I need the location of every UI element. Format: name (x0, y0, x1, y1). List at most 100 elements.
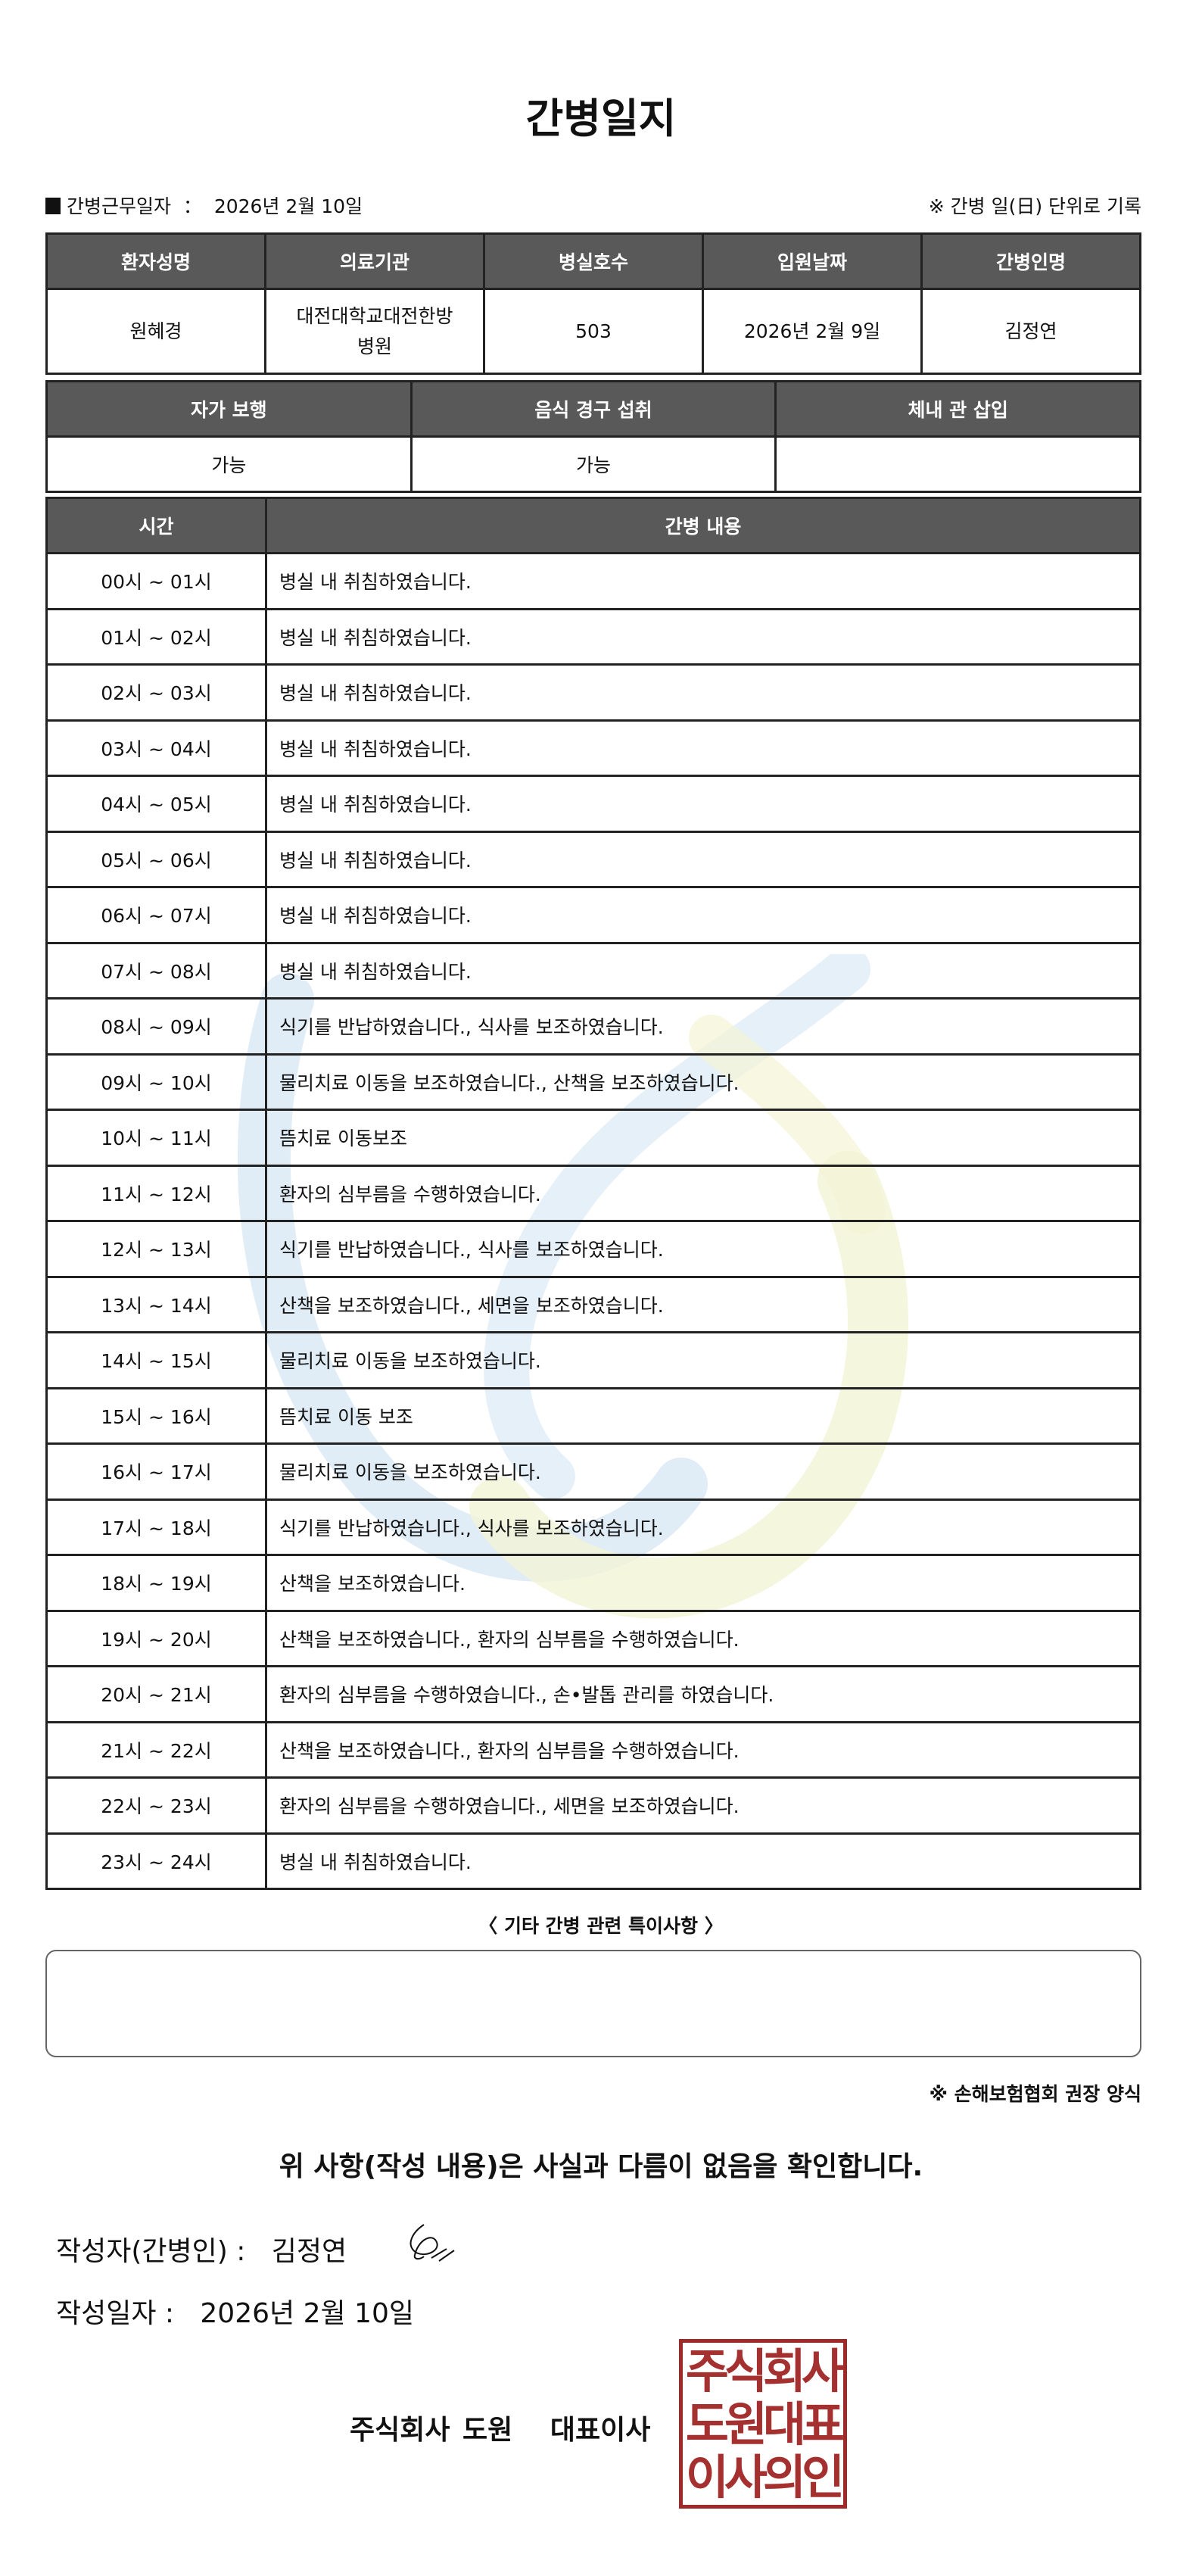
table-row: 04시 ~ 05시 병실 내 취침하였습니다. (45, 775, 1141, 833)
written-date-value: 2026년 2월 10일 (200, 2298, 414, 2329)
time-cell: 07시 ~ 08시 (45, 941, 267, 1000)
time-cell: 16시 ~ 17시 (45, 1442, 267, 1501)
time-cell: 18시 ~ 19시 (45, 1554, 267, 1612)
patient-info-table: 환자성명 의료기관 병실호수 입원날짜 간병인명 원혜경 대전대학교대전한방병원… (45, 232, 1141, 375)
header-content: 간병 내용 (265, 497, 1141, 554)
header-time: 시간 (45, 497, 267, 554)
content-cell: 환자의 심부름을 수행하였습니다. (265, 1164, 1141, 1222)
recommend-note: ※ 손해보험협회 권장 양식 (929, 2083, 1141, 2105)
hospital: 대전대학교대전한방병원 (264, 288, 485, 375)
company-seal: 주식회사 도원대표 이사의인 (679, 2339, 847, 2509)
time-cell: 06시 ~ 07시 (45, 886, 267, 944)
content-cell: 물리치료 이동을 보조하였습니다. (265, 1331, 1141, 1389)
tube-value (774, 435, 1141, 493)
table-row: 05시 ~ 06시 병실 내 취침하였습니다. (45, 830, 1141, 888)
content-cell: 환자의 심부름을 수행하였습니다., 세면을 보조하였습니다. (265, 1776, 1141, 1835)
work-date-value: 2026년 2월 10일 (213, 195, 363, 217)
time-cell: 09시 ~ 10시 (45, 1053, 267, 1111)
content-cell: 병실 내 취침하였습니다. (265, 941, 1141, 1000)
table-row: 14시 ~ 15시 물리치료 이동을 보조하였습니다. (45, 1331, 1141, 1389)
time-cell: 20시 ~ 21시 (45, 1665, 267, 1723)
time-cell: 02시 ~ 03시 (45, 663, 267, 722)
time-cell: 14시 ~ 15시 (45, 1331, 267, 1389)
care-log-table: 시간 간병 내용 00시 ~ 01시 병실 내 취침하였습니다. 01시 ~ 02시… (45, 497, 1141, 1890)
work-date: 간병근무일자 ： 2026년 2월 10일 (45, 192, 363, 219)
content-cell: 병실 내 취침하였습니다. (265, 775, 1141, 833)
table-row: 13시 ~ 14시 산책을 보조하였습니다., 세면을 보조하였습니다. (45, 1275, 1141, 1333)
content-cell: 뜸치료 이동보조 (265, 1109, 1141, 1167)
content-cell: 병실 내 취침하였습니다. (265, 1832, 1141, 1890)
content-cell: 식기를 반납하였습니다., 식사를 보조하였습니다. (265, 1498, 1141, 1556)
admission-date: 2026년 2월 9일 (702, 288, 923, 375)
content-cell: 물리치료 이동을 보조하였습니다., 산책을 보조하였습니다. (265, 1053, 1141, 1111)
status-table: 자가 보행 음식 경구 섭취 체내 관 삽입 가능 가능 (45, 380, 1141, 493)
time-cell: 21시 ~ 22시 (45, 1720, 267, 1779)
header-caregiver: 간병인명 (920, 232, 1141, 290)
table-row: 23시 ~ 24시 병실 내 취침하였습니다. (45, 1832, 1141, 1890)
content-cell: 병실 내 취침하였습니다. (265, 886, 1141, 944)
patient-name: 원혜경 (45, 288, 266, 375)
content-cell: 병실 내 취침하였습니다. (265, 552, 1141, 610)
table-row: 22시 ~ 23시 환자의 심부름을 수행하였습니다., 세면을 보조하였습니다. (45, 1776, 1141, 1835)
written-date-line: 작성일자 : 2026년 2월 10일 (56, 2291, 414, 2331)
header-hospital: 의료기관 (264, 232, 485, 290)
table-row: 08시 ~ 09시 식기를 반납하였습니다., 식사를 보조하였습니다. (45, 997, 1141, 1056)
time-cell: 11시 ~ 12시 (45, 1164, 267, 1222)
time-cell: 03시 ~ 04시 (45, 719, 267, 777)
notes-box (45, 1950, 1141, 2057)
table-row: 17시 ~ 18시 식기를 반납하였습니다., 식사를 보조하였습니다. (45, 1498, 1141, 1556)
table-row: 10시 ~ 11시 뜸치료 이동보조 (45, 1109, 1141, 1167)
table-row: 12시 ~ 13시 식기를 반납하였습니다., 식사를 보조하였습니다. (45, 1220, 1141, 1278)
writer-label: 작성자(간병인) : (56, 2236, 246, 2267)
notes-title: 〈 기타 간병 관련 특이사항 〉 (478, 1915, 724, 1937)
table-row: 01시 ~ 02시 병실 내 취침하였습니다. (45, 607, 1141, 666)
header-patient-name: 환자성명 (45, 232, 266, 290)
header-room: 병실호수 (483, 232, 704, 290)
table-row: 21시 ~ 22시 산책을 보조하였습니다., 환자의 심부름을 수행하였습니다. (45, 1720, 1141, 1779)
signature (409, 2224, 455, 2262)
table-row: 16시 ~ 17시 물리치료 이동을 보조하였습니다. (45, 1442, 1141, 1501)
time-cell: 13시 ~ 14시 (45, 1275, 267, 1333)
time-cell: 00시 ~ 01시 (45, 552, 267, 610)
work-date-separator: ： (182, 195, 202, 217)
walking-value: 가능 (45, 435, 413, 493)
table-row: 18시 ~ 19시 산책을 보조하였습니다. (45, 1554, 1141, 1612)
time-cell: 05시 ~ 06시 (45, 830, 267, 888)
content-cell: 식기를 반납하였습니다., 식사를 보조하였습니다. (265, 997, 1141, 1056)
header-admission-date: 입원날짜 (702, 232, 923, 290)
table-row: 09시 ~ 10시 물리치료 이동을 보조하였습니다., 산책을 보조하였습니다. (45, 1053, 1141, 1111)
table-row: 15시 ~ 16시 뜸치료 이동 보조 (45, 1386, 1141, 1445)
time-cell: 04시 ~ 05시 (45, 775, 267, 833)
time-cell: 10시 ~ 11시 (45, 1109, 267, 1167)
time-cell: 17시 ~ 18시 (45, 1498, 267, 1556)
time-cell: 12시 ~ 13시 (45, 1220, 267, 1278)
written-date-label: 작성일자 : (56, 2298, 175, 2329)
content-cell: 환자의 심부름을 수행하였습니다., 손•발톱 관리를 하였습니다. (265, 1665, 1141, 1723)
content-cell: 산책을 보조하였습니다., 환자의 심부름을 수행하였습니다. (265, 1720, 1141, 1779)
content-cell: 뜸치료 이동 보조 (265, 1386, 1141, 1445)
content-cell: 산책을 보조하였습니다., 세면을 보조하였습니다. (265, 1275, 1141, 1333)
table-row: 02시 ~ 03시 병실 내 취침하였습니다. (45, 663, 1141, 722)
table-row: 03시 ~ 04시 병실 내 취침하였습니다. (45, 719, 1141, 777)
seal-line: 이사의인 (685, 2450, 845, 2505)
content-cell: 물리치료 이동을 보조하였습니다. (265, 1442, 1141, 1501)
time-cell: 22시 ~ 23시 (45, 1776, 267, 1835)
header-oral-intake: 음식 경구 섭취 (409, 380, 777, 438)
room-number: 503 (483, 288, 704, 375)
content-cell: 산책을 보조하였습니다., 환자의 심부름을 수행하였습니다. (265, 1609, 1141, 1667)
time-cell: 19시 ~ 20시 (45, 1609, 267, 1667)
content-cell: 식기를 반납하였습니다., 식사를 보조하였습니다. (265, 1220, 1141, 1278)
writer-line: 작성자(간병인) : 김정연 (56, 2229, 347, 2269)
content-cell: 산책을 보조하였습니다. (265, 1554, 1141, 1612)
header-walking: 자가 보행 (45, 380, 413, 438)
time-cell: 01시 ~ 02시 (45, 607, 267, 666)
table-row: 06시 ~ 07시 병실 내 취침하였습니다. (45, 886, 1141, 944)
table-row: 19시 ~ 20시 산책을 보조하였습니다., 환자의 심부름을 수행하였습니다. (45, 1609, 1141, 1667)
content-cell: 병실 내 취침하였습니다. (265, 830, 1141, 888)
content-cell: 병실 내 취침하였습니다. (265, 663, 1141, 722)
table-row: 00시 ~ 01시 병실 내 취침하였습니다. (45, 552, 1141, 610)
table-row: 07시 ~ 08시 병실 내 취침하였습니다. (45, 941, 1141, 1000)
time-cell: 08시 ~ 09시 (45, 997, 267, 1056)
table-row: 11시 ~ 12시 환자의 심부름을 수행하였습니다. (45, 1164, 1141, 1222)
seal-line: 주식회사 (685, 2344, 845, 2399)
